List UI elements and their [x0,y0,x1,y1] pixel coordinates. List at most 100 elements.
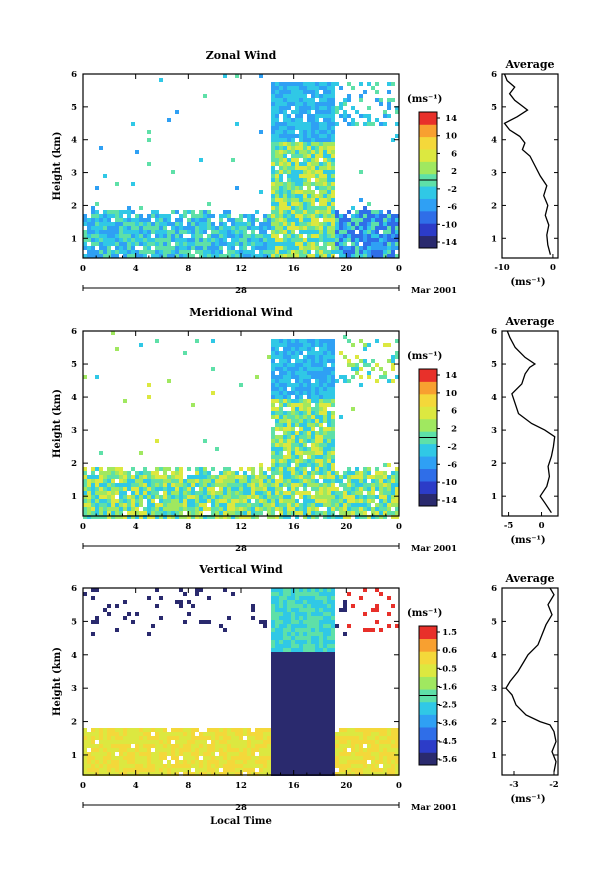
colorbar-bin [419,235,437,249]
heatmap-cell [159,511,163,515]
heatmap-cell [315,198,319,202]
heatmap-cell [315,246,319,250]
heatmap-cell [183,254,187,258]
heatmap-cell [179,214,183,218]
heatmap-cell [303,672,307,676]
heatmap-cell [263,499,267,503]
heatmap-cell [315,407,319,411]
heatmap-cell [131,218,135,222]
heatmap-cell [171,511,175,515]
heatmap-cell [207,752,211,756]
heatmap-cell [167,740,171,744]
heatmap-cell [303,158,307,162]
heatmap-cell [95,507,99,511]
heatmap-cell [99,242,103,246]
heatmap-cell [323,118,327,122]
heatmap-cell [383,110,387,114]
heatmap-cell [123,226,127,230]
heatmap-cell [211,238,215,242]
heatmap-cell [91,588,95,592]
heatmap-cell [111,507,115,511]
heatmap-cell [159,238,163,242]
heatmap-cell [327,608,331,612]
heatmap-cell [359,483,363,487]
heatmap-cell [315,178,319,182]
heatmap-cell [291,768,295,772]
profile-y-tick-label: 5 [491,617,497,627]
heatmap-cell [299,760,303,764]
heatmap-cell [295,732,299,736]
heatmap-cell [271,102,275,106]
heatmap-cell [103,218,107,222]
heatmap-cell [223,226,227,230]
heatmap-cell [295,668,299,672]
heatmap-cell [275,640,279,644]
heatmap-cell [331,86,335,90]
heatmap-cell [327,620,331,624]
heatmap-cell [187,238,191,242]
heatmap-cell [95,479,99,483]
heatmap-cell [159,752,163,756]
heatmap-cell [135,242,139,246]
heatmap-cell [207,226,211,230]
heatmap-cell [307,403,311,407]
colorbar-tick-label: -1.6 [439,682,457,692]
heatmap-cell [163,218,167,222]
heatmap-cell [239,495,243,499]
heatmap-cell [311,503,315,507]
heatmap-cell [323,672,327,676]
heatmap-cell [127,768,131,772]
heatmap-cell [311,411,315,415]
heatmap-cell [107,732,111,736]
heatmap-cell [323,250,327,254]
heatmap-cell [167,479,171,483]
heatmap-cell [339,238,343,242]
heatmap-cell [231,592,235,596]
heatmap-cell [391,756,395,760]
profile-x-tick-label: 0 [539,521,545,531]
heatmap-cell [283,515,287,519]
x-tick-label: 16 [288,781,300,791]
heatmap-cell [215,736,219,740]
heatmap-cell [391,355,395,359]
heatmap-cell [87,479,91,483]
heatmap-cell [299,720,303,724]
heatmap-cell [287,106,291,110]
heatmap-cell [327,339,331,343]
heatmap-cell [243,226,247,230]
heatmap-cell [263,728,267,732]
heatmap-cell [175,740,179,744]
heatmap-cell [119,222,123,226]
heatmap-cell [115,499,119,503]
heatmap-cell [223,756,227,760]
heatmap-cell [287,206,291,210]
colorbar-bin [419,714,437,728]
heatmap-cell [307,150,311,154]
heatmap-cell [299,700,303,704]
heatmap-cell [275,451,279,455]
heatmap-cell [167,511,171,515]
heatmap-cell [251,732,255,736]
heatmap-cell [319,371,323,375]
heatmap-cell [307,158,311,162]
heatmap-cell [291,443,295,447]
heatmap-cell [295,194,299,198]
heatmap-cell [307,676,311,680]
heatmap-cell [327,660,331,664]
heatmap-cell [203,246,207,250]
heatmap-cell [391,475,395,479]
heatmap-cell [279,106,283,110]
heatmap-cell [315,391,319,395]
heatmap-cell [311,118,315,122]
heatmap-cell [359,359,363,363]
heatmap-cell [147,242,151,246]
heatmap-cell [283,479,287,483]
heatmap-cell [143,242,147,246]
heatmap-cell [323,499,327,503]
heatmap-cell [307,756,311,760]
heatmap-cell [287,367,291,371]
heatmap-cell [271,471,275,475]
heatmap-cell [83,756,87,760]
heatmap-cell [183,491,187,495]
heatmap-cell [331,118,335,122]
